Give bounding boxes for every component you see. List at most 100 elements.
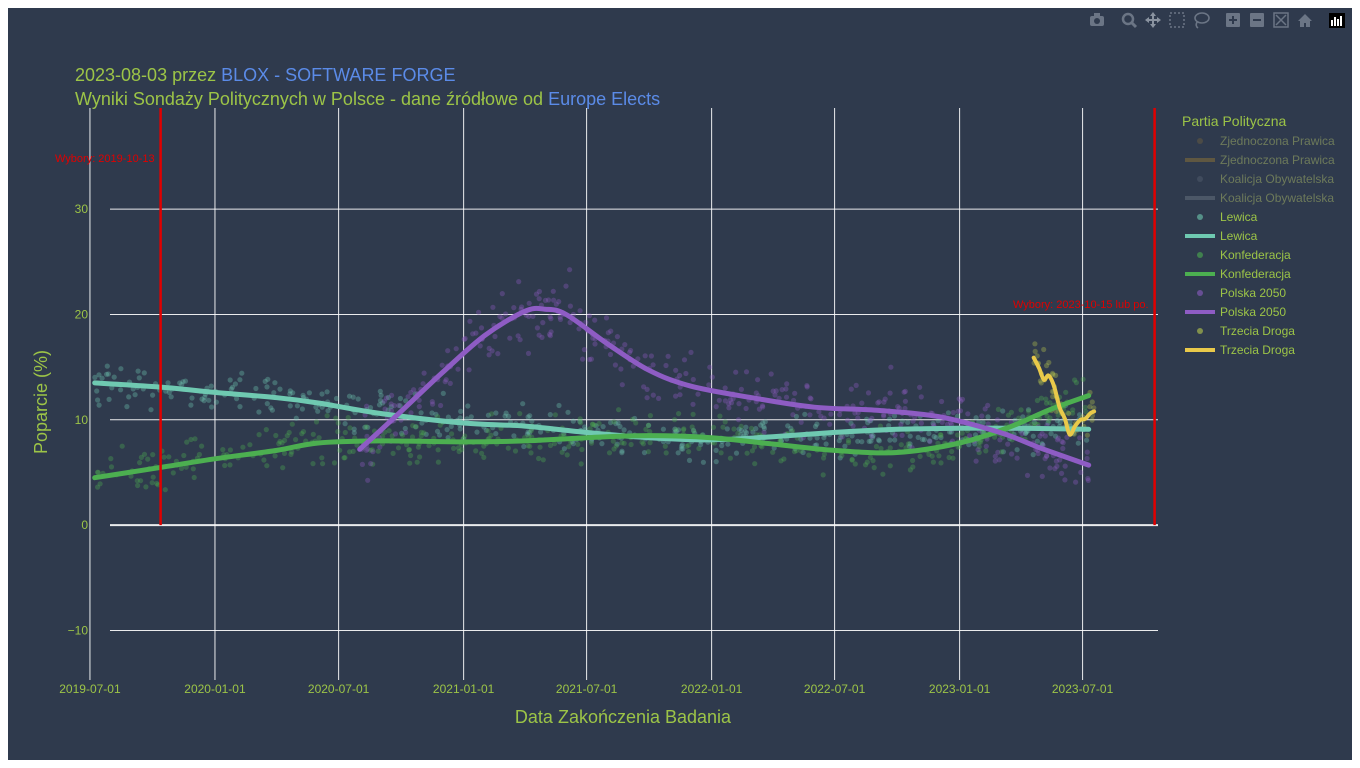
poll-point	[743, 405, 749, 412]
poll-point	[106, 396, 112, 402]
poll-point	[621, 427, 627, 433]
poll-point	[280, 465, 286, 471]
poll-point	[506, 413, 512, 419]
legend-item-konfederacja-markers[interactable]: Konfederacja	[1197, 248, 1291, 262]
poll-point	[407, 460, 413, 466]
autoscale-cross	[1275, 14, 1287, 26]
poll-point	[842, 443, 848, 449]
poll-point	[155, 482, 161, 488]
poll-point	[855, 438, 861, 444]
poll-point	[710, 424, 717, 430]
lasso-select-icon[interactable]	[1194, 12, 1210, 29]
poll-point	[502, 413, 508, 419]
author-link[interactable]: BLOX - SOFTWARE FORGE	[221, 65, 455, 85]
poll-point	[1000, 449, 1007, 455]
poll-point	[389, 433, 395, 439]
poll-point	[814, 435, 820, 441]
poll-point	[917, 384, 923, 390]
poll-point	[1050, 394, 1056, 400]
poll-point	[1039, 473, 1045, 479]
poll-point	[517, 411, 523, 417]
zoom-icon[interactable]	[1121, 12, 1138, 29]
zoom-in-icon[interactable]	[1226, 13, 1240, 27]
legend-item-lewica-line[interactable]: Lewica	[1185, 229, 1258, 243]
legend-item-polska-2050-markers[interactable]: Polska 2050	[1197, 286, 1286, 300]
poll-point	[503, 311, 509, 317]
poll-point	[222, 462, 228, 469]
poll-point	[132, 392, 138, 398]
poll-point	[418, 429, 424, 435]
x-tick-label: 2022-07-01	[804, 682, 866, 696]
poll-point	[926, 451, 932, 457]
poll-point	[680, 446, 686, 452]
camera-icon[interactable]	[1090, 13, 1104, 26]
poll-point	[736, 401, 742, 407]
poll-point	[791, 397, 797, 404]
box-select-icon[interactable]	[1169, 12, 1185, 28]
poll-point	[1039, 431, 1045, 437]
poll-point	[382, 406, 388, 412]
poll-point	[545, 297, 552, 303]
legend-item-polska-2050-line[interactable]: Polska 2050	[1185, 305, 1286, 319]
source-link[interactable]: Europe Elects	[548, 89, 660, 109]
legend-item-zjednoczona-prawica-line[interactable]: Zjednoczona Prawica	[1185, 153, 1335, 167]
poll-point	[742, 429, 748, 435]
poll-point	[929, 453, 935, 459]
poll-point	[678, 446, 685, 452]
camera-lens	[1094, 18, 1100, 24]
poll-point	[577, 418, 583, 425]
poll-point	[265, 376, 271, 382]
legend-item-zjednoczona-prawica-markers[interactable]: Zjednoczona Prawica	[1197, 134, 1335, 148]
poll-point	[720, 424, 726, 430]
poll-point	[189, 395, 195, 401]
poll-point	[845, 440, 852, 446]
poll-point	[490, 304, 496, 310]
legend-item-trzecia-droga-markers[interactable]: Trzecia Droga	[1197, 324, 1295, 338]
poll-point	[138, 478, 144, 484]
poll-point	[722, 385, 728, 391]
legend-item-lewica-markers[interactable]: Lewica	[1197, 210, 1258, 224]
legend-marker-swatch	[1197, 328, 1203, 334]
poll-point	[237, 404, 243, 410]
plotly-logo-icon[interactable]	[1329, 13, 1345, 28]
poll-point	[868, 433, 875, 439]
zoom-out-icon[interactable]	[1250, 13, 1264, 27]
poll-point	[820, 472, 826, 478]
poll-point	[791, 449, 798, 455]
legend-item-koalicja-obywatelska-line[interactable]: Koalicja Obywatelska	[1185, 191, 1334, 205]
poll-point	[408, 410, 414, 416]
legend-label: Lewica	[1220, 210, 1258, 224]
poll-point	[955, 432, 961, 438]
poll-point	[111, 374, 117, 380]
poll-point	[458, 408, 464, 414]
poll-point	[364, 433, 370, 439]
pan-icon[interactable]	[1145, 12, 1161, 28]
poll-point	[168, 394, 174, 400]
pan-arrows	[1145, 12, 1161, 28]
poll-point	[902, 388, 908, 394]
poll-point	[690, 427, 697, 433]
poll-point	[673, 367, 679, 373]
poll-point	[547, 331, 553, 337]
poll-point	[761, 425, 768, 432]
legend-item-konfederacja-line[interactable]: Konfederacja	[1185, 267, 1291, 281]
legend-item-trzecia-droga-line[interactable]: Trzecia Droga	[1185, 343, 1295, 357]
reset-axes-icon[interactable]	[1298, 14, 1312, 27]
poll-point	[443, 377, 449, 383]
poll-point	[1054, 437, 1061, 443]
poll-point	[783, 394, 790, 400]
poll-point	[605, 330, 611, 336]
poll-point	[778, 458, 784, 464]
poll-point	[772, 392, 778, 398]
poll-point	[402, 425, 408, 432]
poll-point	[150, 392, 156, 398]
poll-point	[887, 445, 893, 451]
x-tick-label: 2019-07-01	[59, 682, 121, 696]
poll-point	[744, 450, 750, 456]
poll-point	[526, 433, 532, 440]
poll-point	[1035, 450, 1041, 457]
poll-point	[416, 404, 422, 410]
legend-item-koalicja-obywatelska-markers[interactable]: Koalicja Obywatelska	[1197, 172, 1334, 186]
poll-point	[789, 428, 796, 434]
autoscale-icon[interactable]	[1273, 12, 1289, 28]
